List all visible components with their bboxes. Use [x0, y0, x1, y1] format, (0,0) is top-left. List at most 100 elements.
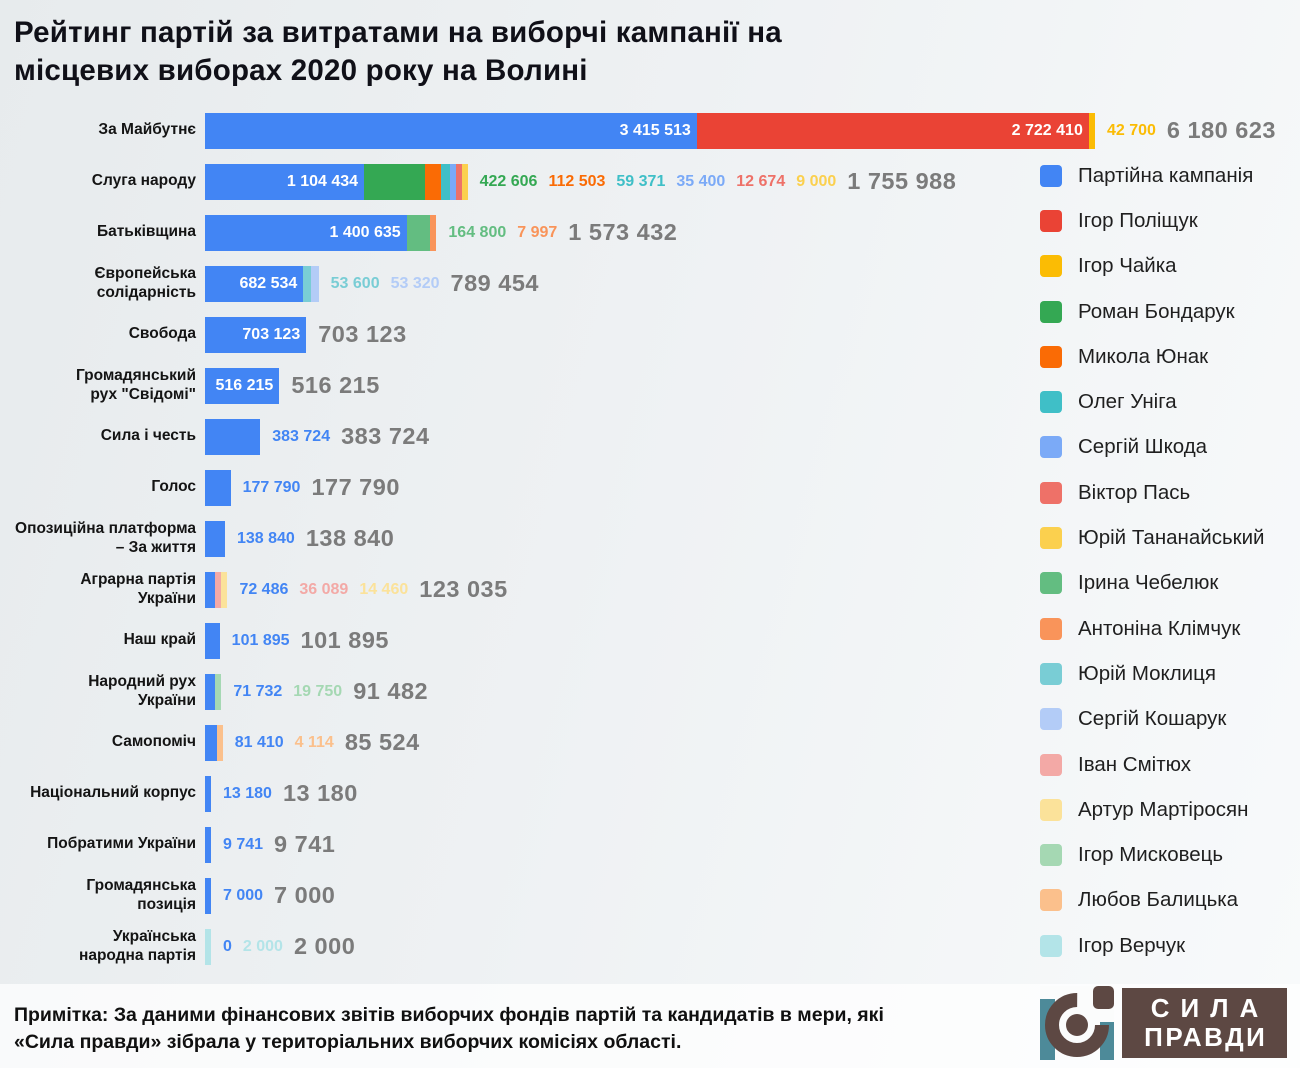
row-total-label: 383 724 — [341, 423, 430, 449]
segment-value-label: 81 410 — [234, 733, 284, 751]
segment-value-label: 703 123 — [242, 325, 301, 343]
legend-swatch — [1040, 889, 1062, 912]
legend-label: Роман Бондарук — [1078, 299, 1235, 323]
legend-swatch — [1040, 617, 1062, 640]
bar-segment: 516 215 — [205, 367, 280, 404]
legend-item: Віктор Пась — [1040, 470, 1265, 515]
chart-rows: За Майбутнє 3 415 513 2 722 410 42 700 6 180… — [0, 105, 1300, 972]
outside-labels: 7 000 7 000 — [223, 882, 335, 909]
bar-row: Сила і честь 383 724 383 724 — [0, 411, 1300, 462]
bar-segment — [205, 622, 220, 659]
legend-item: Ірина Чебелюк — [1040, 561, 1265, 606]
segment-value-label: 164 800 — [448, 223, 507, 241]
segment-value-label: 36 089 — [299, 580, 349, 598]
bar-track: 682 534 53 600 53 320 789 454 — [205, 265, 1300, 302]
outside-labels: 516 215 — [291, 372, 379, 399]
bar-segment — [310, 265, 319, 302]
legend-item: Ігор Поліщук — [1040, 198, 1265, 243]
legend-swatch — [1040, 798, 1062, 821]
legend-label: Сергій Кошарук — [1078, 707, 1227, 731]
row-total-label: 1 573 432 — [568, 219, 678, 245]
legend-item: Микола Юнак — [1040, 334, 1265, 379]
party-label: Опозиційна платформа – За життя — [15, 519, 196, 556]
legend-item: Артур Мартіросян — [1040, 787, 1265, 832]
party-label: Українська народна партія — [78, 927, 196, 964]
bar-segment — [215, 571, 222, 608]
segment-value-label: 383 724 — [272, 427, 331, 445]
logo-word-pravdy: ПРАВДИ — [1144, 1022, 1268, 1052]
bar-row: Опозиційна платформа – За життя 138 840 13… — [0, 513, 1300, 564]
segment-value-label: 35 400 — [676, 172, 726, 190]
legend-label: Артур Мартіросян — [1078, 797, 1249, 821]
outside-labels: 71 732 19 750 91 482 — [233, 678, 428, 705]
legend-swatch — [1040, 844, 1062, 867]
row-total-label: 7 000 — [274, 882, 336, 908]
outside-labels: 53 600 53 320 789 454 — [331, 270, 539, 297]
row-total-label: 6 180 623 — [1166, 117, 1276, 143]
legend-item: Любов Балицька — [1040, 878, 1265, 923]
outside-labels: 101 895 101 895 — [232, 627, 389, 654]
party-label: Слуга народу — [91, 172, 196, 190]
bar-row: Національний корпус 13 180 13 180 — [0, 768, 1300, 819]
legend-swatch — [1040, 572, 1062, 595]
row-total-label: 101 895 — [300, 627, 389, 653]
segment-value-label: 71 732 — [233, 682, 283, 700]
bar-segment — [424, 163, 442, 200]
bar-segment — [205, 469, 231, 506]
bar-segment: 1 104 434 — [205, 163, 365, 200]
segment-value-label: 4 114 — [294, 733, 334, 751]
outside-labels: 383 724 383 724 — [272, 423, 429, 450]
bar-segment — [1088, 112, 1095, 149]
bar-segment — [205, 571, 216, 608]
bar-segment — [205, 775, 211, 812]
segment-value-label: 9 000 — [796, 172, 837, 190]
bar-segment — [205, 418, 261, 455]
outside-labels: 138 840 138 840 — [237, 525, 394, 552]
bar-segment — [205, 520, 225, 557]
legend-label: Антоніна Клімчук — [1078, 616, 1241, 640]
segment-value-label: 53 320 — [390, 274, 440, 292]
bar-segment: 2 722 410 — [696, 112, 1089, 149]
party-label: Громадянський рух "Свідомі" — [75, 366, 196, 403]
bar-segment — [205, 724, 217, 761]
source-note: Примітка: За даними фінансових звітів ви… — [14, 1004, 884, 1054]
legend-item: Ігор Чайка — [1040, 244, 1265, 289]
bar-row: За Майбутнє 3 415 513 2 722 410 42 700 6 180… — [0, 105, 1300, 156]
bar-track: 101 895 101 895 — [205, 622, 1300, 659]
bar-segment — [216, 724, 223, 761]
segment-value-label: 3 415 513 — [619, 121, 691, 139]
bar-segment: 703 123 — [205, 316, 307, 353]
row-total-label: 789 454 — [450, 270, 539, 296]
segment-value-label: 177 790 — [242, 478, 301, 496]
sila-pravdy-logo-icon — [1040, 986, 1114, 1060]
legend-label: Ігор Мисковець — [1078, 843, 1224, 867]
legend: Партійна кампанія Ігор Поліщук Ігор Чайка Р… — [1040, 153, 1265, 968]
bar-segment: 682 534 — [205, 265, 304, 302]
legend-label: Сергій Шкода — [1078, 435, 1208, 459]
legend-swatch — [1040, 345, 1062, 368]
bar-segment: 3 415 513 — [205, 112, 697, 149]
party-label: Громадянська позиція — [86, 876, 196, 913]
outside-labels: 81 410 4 114 85 524 — [235, 729, 420, 756]
bar-segment — [215, 673, 222, 710]
bar-track: 1 104 434 422 606 112 503 59 371 35 400 12 67… — [205, 163, 1300, 200]
bar-track: 81 410 4 114 85 524 — [205, 724, 1300, 761]
bar-row: Народний рух України 71 732 19 750 91 482 — [0, 666, 1300, 717]
row-total-label: 177 790 — [311, 474, 400, 500]
party-label: Народний рух України — [88, 672, 196, 709]
legend-item: Партійна кампанія — [1040, 153, 1265, 198]
logo-word-syla: СИЛА — [1150, 993, 1270, 1024]
outside-labels: 42 700 6 180 623 — [1107, 117, 1276, 144]
segment-value-label: 112 503 — [548, 172, 606, 190]
segment-value-label: 7 997 — [517, 223, 558, 241]
row-total-label: 2 000 — [293, 933, 356, 959]
bar-segment — [205, 877, 211, 914]
segment-value-label: 9 741 — [223, 835, 264, 853]
segment-value-label: 13 180 — [223, 784, 272, 802]
legend-swatch — [1040, 209, 1062, 232]
row-total-label: 91 482 — [353, 678, 429, 704]
legend-label: Партійна кампанія — [1078, 163, 1254, 187]
legend-item: Ігор Верчук — [1040, 923, 1265, 968]
page-title: Рейтинг партій за витратами на виборчі к… — [14, 16, 782, 87]
bar-track: 9 741 9 741 — [205, 826, 1300, 863]
